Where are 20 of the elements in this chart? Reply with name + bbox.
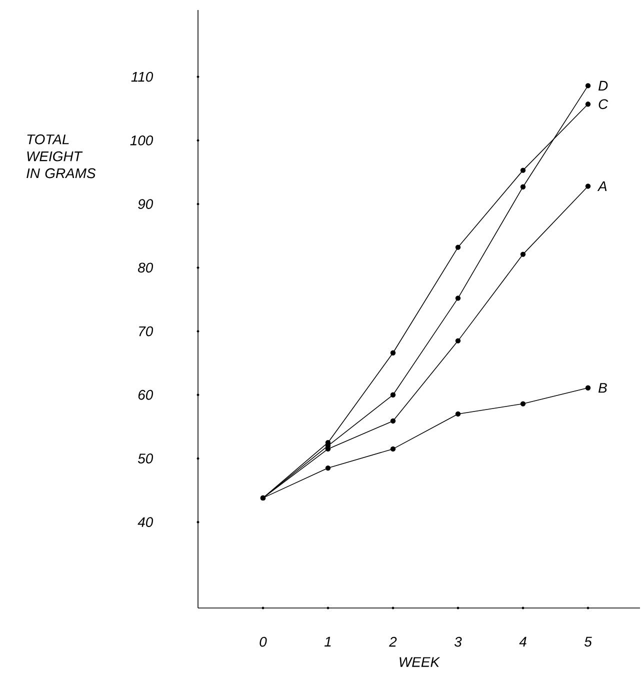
y-tick-label: 40 xyxy=(138,517,154,528)
y-tick-label: 100 xyxy=(130,135,154,146)
y-tick-label: 90 xyxy=(138,199,154,209)
series-label: A xyxy=(597,181,607,192)
x-axis-title: WEEK xyxy=(400,657,440,667)
x-tick-label: 0 xyxy=(260,636,267,647)
x-tick-label: 5 xyxy=(584,636,592,647)
y-tick-label: 60 xyxy=(138,390,154,400)
y-tick-label: 110 xyxy=(131,72,154,82)
x-tick-label: 1 xyxy=(324,636,331,646)
x-tick-label: 3 xyxy=(454,636,462,647)
series-label: D xyxy=(598,80,608,90)
y-tick-label: 50 xyxy=(138,454,154,464)
y-axis-title: TOTAL WEIGHT IN GRAMS xyxy=(26,134,96,178)
y-tick-label: 80 xyxy=(138,262,154,273)
series-label: B xyxy=(598,383,607,393)
series-label: C xyxy=(598,99,608,110)
y-tick-label: 70 xyxy=(139,326,154,336)
x-tick-label: 2 xyxy=(389,636,397,647)
x-tick-label: 4 xyxy=(519,636,526,646)
